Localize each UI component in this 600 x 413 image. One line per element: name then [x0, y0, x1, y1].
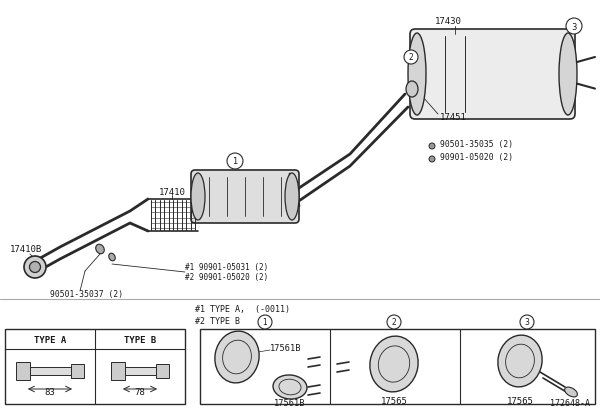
- Ellipse shape: [429, 157, 435, 163]
- Ellipse shape: [429, 144, 435, 150]
- Text: 172648-A: 172648-A: [550, 398, 590, 407]
- FancyBboxPatch shape: [191, 171, 299, 223]
- Bar: [155, 364, 169, 378]
- Ellipse shape: [191, 173, 205, 221]
- Text: 1: 1: [263, 318, 268, 327]
- Text: 3: 3: [571, 22, 577, 31]
- Text: 78: 78: [134, 387, 145, 396]
- Circle shape: [227, 154, 243, 170]
- Ellipse shape: [215, 331, 259, 383]
- Ellipse shape: [29, 262, 41, 273]
- Circle shape: [566, 19, 582, 35]
- Text: 17561B: 17561B: [270, 344, 302, 353]
- Text: 90501-35035 (2): 90501-35035 (2): [440, 140, 513, 149]
- Text: #1 TYPE A,  (-0011): #1 TYPE A, (-0011): [195, 305, 290, 314]
- Ellipse shape: [565, 387, 577, 397]
- Ellipse shape: [559, 34, 577, 116]
- Circle shape: [387, 315, 401, 329]
- Bar: [200, 329, 595, 404]
- FancyBboxPatch shape: [410, 30, 575, 120]
- Text: 90501-35037 (2): 90501-35037 (2): [50, 290, 123, 299]
- Bar: [71, 364, 84, 378]
- Ellipse shape: [24, 256, 46, 278]
- Text: 17430: 17430: [434, 17, 461, 26]
- Bar: [125, 367, 155, 375]
- Text: #2 90901-05020 (2): #2 90901-05020 (2): [185, 273, 268, 282]
- Text: 2: 2: [409, 53, 413, 62]
- Bar: [111, 362, 125, 380]
- Text: 83: 83: [44, 387, 55, 396]
- Text: 17451: 17451: [440, 113, 467, 122]
- Text: 3: 3: [524, 318, 529, 327]
- Text: 2: 2: [392, 318, 397, 327]
- Text: TYPE B: TYPE B: [124, 336, 156, 345]
- Ellipse shape: [406, 82, 418, 98]
- Text: #1 90901-05031 (2): #1 90901-05031 (2): [185, 263, 268, 272]
- Bar: [5, 329, 185, 404]
- Circle shape: [520, 315, 534, 329]
- Ellipse shape: [370, 336, 418, 392]
- Bar: [29, 367, 71, 375]
- Ellipse shape: [408, 34, 426, 116]
- Ellipse shape: [96, 244, 104, 254]
- Text: 1: 1: [232, 157, 238, 166]
- Circle shape: [404, 51, 418, 65]
- Text: 17561B: 17561B: [274, 399, 306, 408]
- Bar: [16, 362, 29, 380]
- Ellipse shape: [273, 375, 307, 399]
- Text: 17410B: 17410B: [10, 245, 42, 254]
- Text: 17565: 17565: [506, 396, 533, 406]
- Text: 17565: 17565: [380, 396, 407, 406]
- Text: TYPE A: TYPE A: [34, 336, 66, 345]
- Text: 90901-05020 (2): 90901-05020 (2): [440, 153, 513, 162]
- Ellipse shape: [285, 173, 299, 221]
- Text: 17410: 17410: [158, 188, 185, 197]
- Ellipse shape: [109, 254, 115, 261]
- Ellipse shape: [498, 335, 542, 387]
- Text: #2 TYPE B: #2 TYPE B: [195, 317, 240, 326]
- Circle shape: [258, 315, 272, 329]
